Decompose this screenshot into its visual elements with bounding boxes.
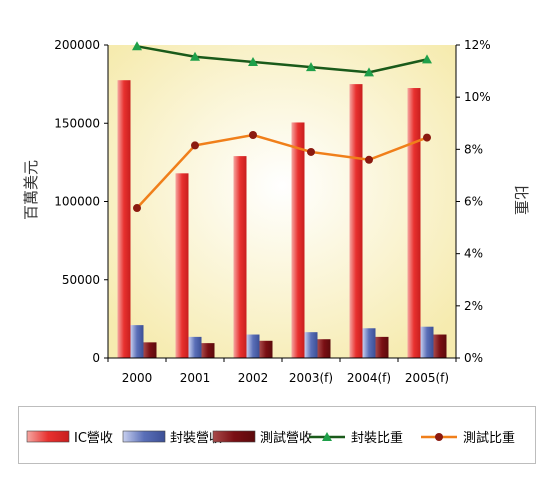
y-tick-label-left-5: 200000 xyxy=(54,38,100,52)
legend-swatch-3 xyxy=(212,430,256,443)
legend-marker-4 xyxy=(322,432,332,441)
bar-2-4 xyxy=(304,332,318,358)
plot-area xyxy=(108,45,456,358)
legend-svg: IC營收 封裝營收 測試營收 封裝比重 測試比重 xyxy=(26,430,515,446)
bar-3-1 xyxy=(143,342,157,358)
point-2-1 xyxy=(133,204,141,213)
point-2-2 xyxy=(191,141,199,150)
legend-swatch-2 xyxy=(122,430,166,443)
point-1-5 xyxy=(364,67,374,77)
y-tick-label-right-1: 0% xyxy=(464,351,483,365)
y-tick-label-right-6: 10% xyxy=(464,90,491,104)
bar-3-2 xyxy=(201,343,215,358)
y-axis-left-label: 百萬美元 xyxy=(22,160,40,220)
point-2-6 xyxy=(423,133,431,142)
x-tick-label-5: 2004(f) xyxy=(347,371,391,385)
y-axis-right-label: 比重 xyxy=(512,185,530,215)
y-tick-label-right-2: 2% xyxy=(464,299,483,313)
x-tick-label-3: 2002 xyxy=(238,371,269,385)
line-1 xyxy=(136,45,428,74)
legend-marker-5 xyxy=(435,433,443,441)
y-tick-label-left-3: 100000 xyxy=(54,195,100,209)
bars-layer xyxy=(117,80,447,359)
point-1-6 xyxy=(422,54,432,64)
bar-1-2 xyxy=(175,173,189,358)
x-tick-label-1: 2000 xyxy=(122,371,153,385)
line-2 xyxy=(136,133,428,209)
y-tick-label-left-2: 50000 xyxy=(62,273,100,287)
bar-2-3 xyxy=(246,334,260,358)
y-tick-label-right-7: 12% xyxy=(464,38,491,52)
x-tick-label-2: 2001 xyxy=(180,371,211,385)
legend-label-3: 測試營收 xyxy=(260,430,312,446)
point-1-1 xyxy=(132,41,142,51)
y-tick-label-right-4: 6% xyxy=(464,195,483,209)
y-tick-label-left-1: 0 xyxy=(92,351,100,365)
y-tick-label-right-5: 8% xyxy=(464,142,483,156)
legend-label-4: 封裝比重 xyxy=(351,430,403,446)
point-2-4 xyxy=(307,147,315,156)
bar-3-6 xyxy=(433,334,447,358)
bar-3-4 xyxy=(317,339,331,358)
legend-label-5: 測試比重 xyxy=(463,430,515,446)
bar-1-4 xyxy=(291,122,305,358)
y-tick-label-right-3: 4% xyxy=(464,247,483,261)
axes-layer: 0 50000 100000 150000 200000 0% 2% 4% 6% 8% 10% 12%… xyxy=(54,38,490,385)
bar-2-6 xyxy=(420,326,434,358)
legend-label-2: 封裝營收 xyxy=(170,431,222,446)
bar-3-5 xyxy=(375,336,389,358)
bar-3-3 xyxy=(259,340,273,358)
point-2-3 xyxy=(249,130,257,139)
bar-2-2 xyxy=(188,336,202,358)
bar-2-1 xyxy=(130,325,144,358)
lines-layer xyxy=(132,41,432,213)
bar-2-5 xyxy=(362,328,376,358)
bar-1-5 xyxy=(349,84,363,358)
point-1-4 xyxy=(306,62,316,72)
bar-1-1 xyxy=(117,80,131,359)
x-tick-label-4: 2003(f) xyxy=(289,371,333,385)
legend: IC營收 封裝營收 測試營收 封裝比重 測試比重 xyxy=(18,406,536,464)
bar-1-3 xyxy=(233,156,247,358)
legend-swatch-1 xyxy=(26,430,70,443)
y-tick-label-left-4: 150000 xyxy=(54,116,100,130)
x-tick-label-6: 2005(f) xyxy=(405,371,449,385)
point-1-2 xyxy=(190,51,200,61)
point-1-3 xyxy=(248,56,258,66)
bar-1-6 xyxy=(407,88,421,358)
point-2-5 xyxy=(365,155,373,164)
legend-label-1: IC營收 xyxy=(74,431,113,446)
